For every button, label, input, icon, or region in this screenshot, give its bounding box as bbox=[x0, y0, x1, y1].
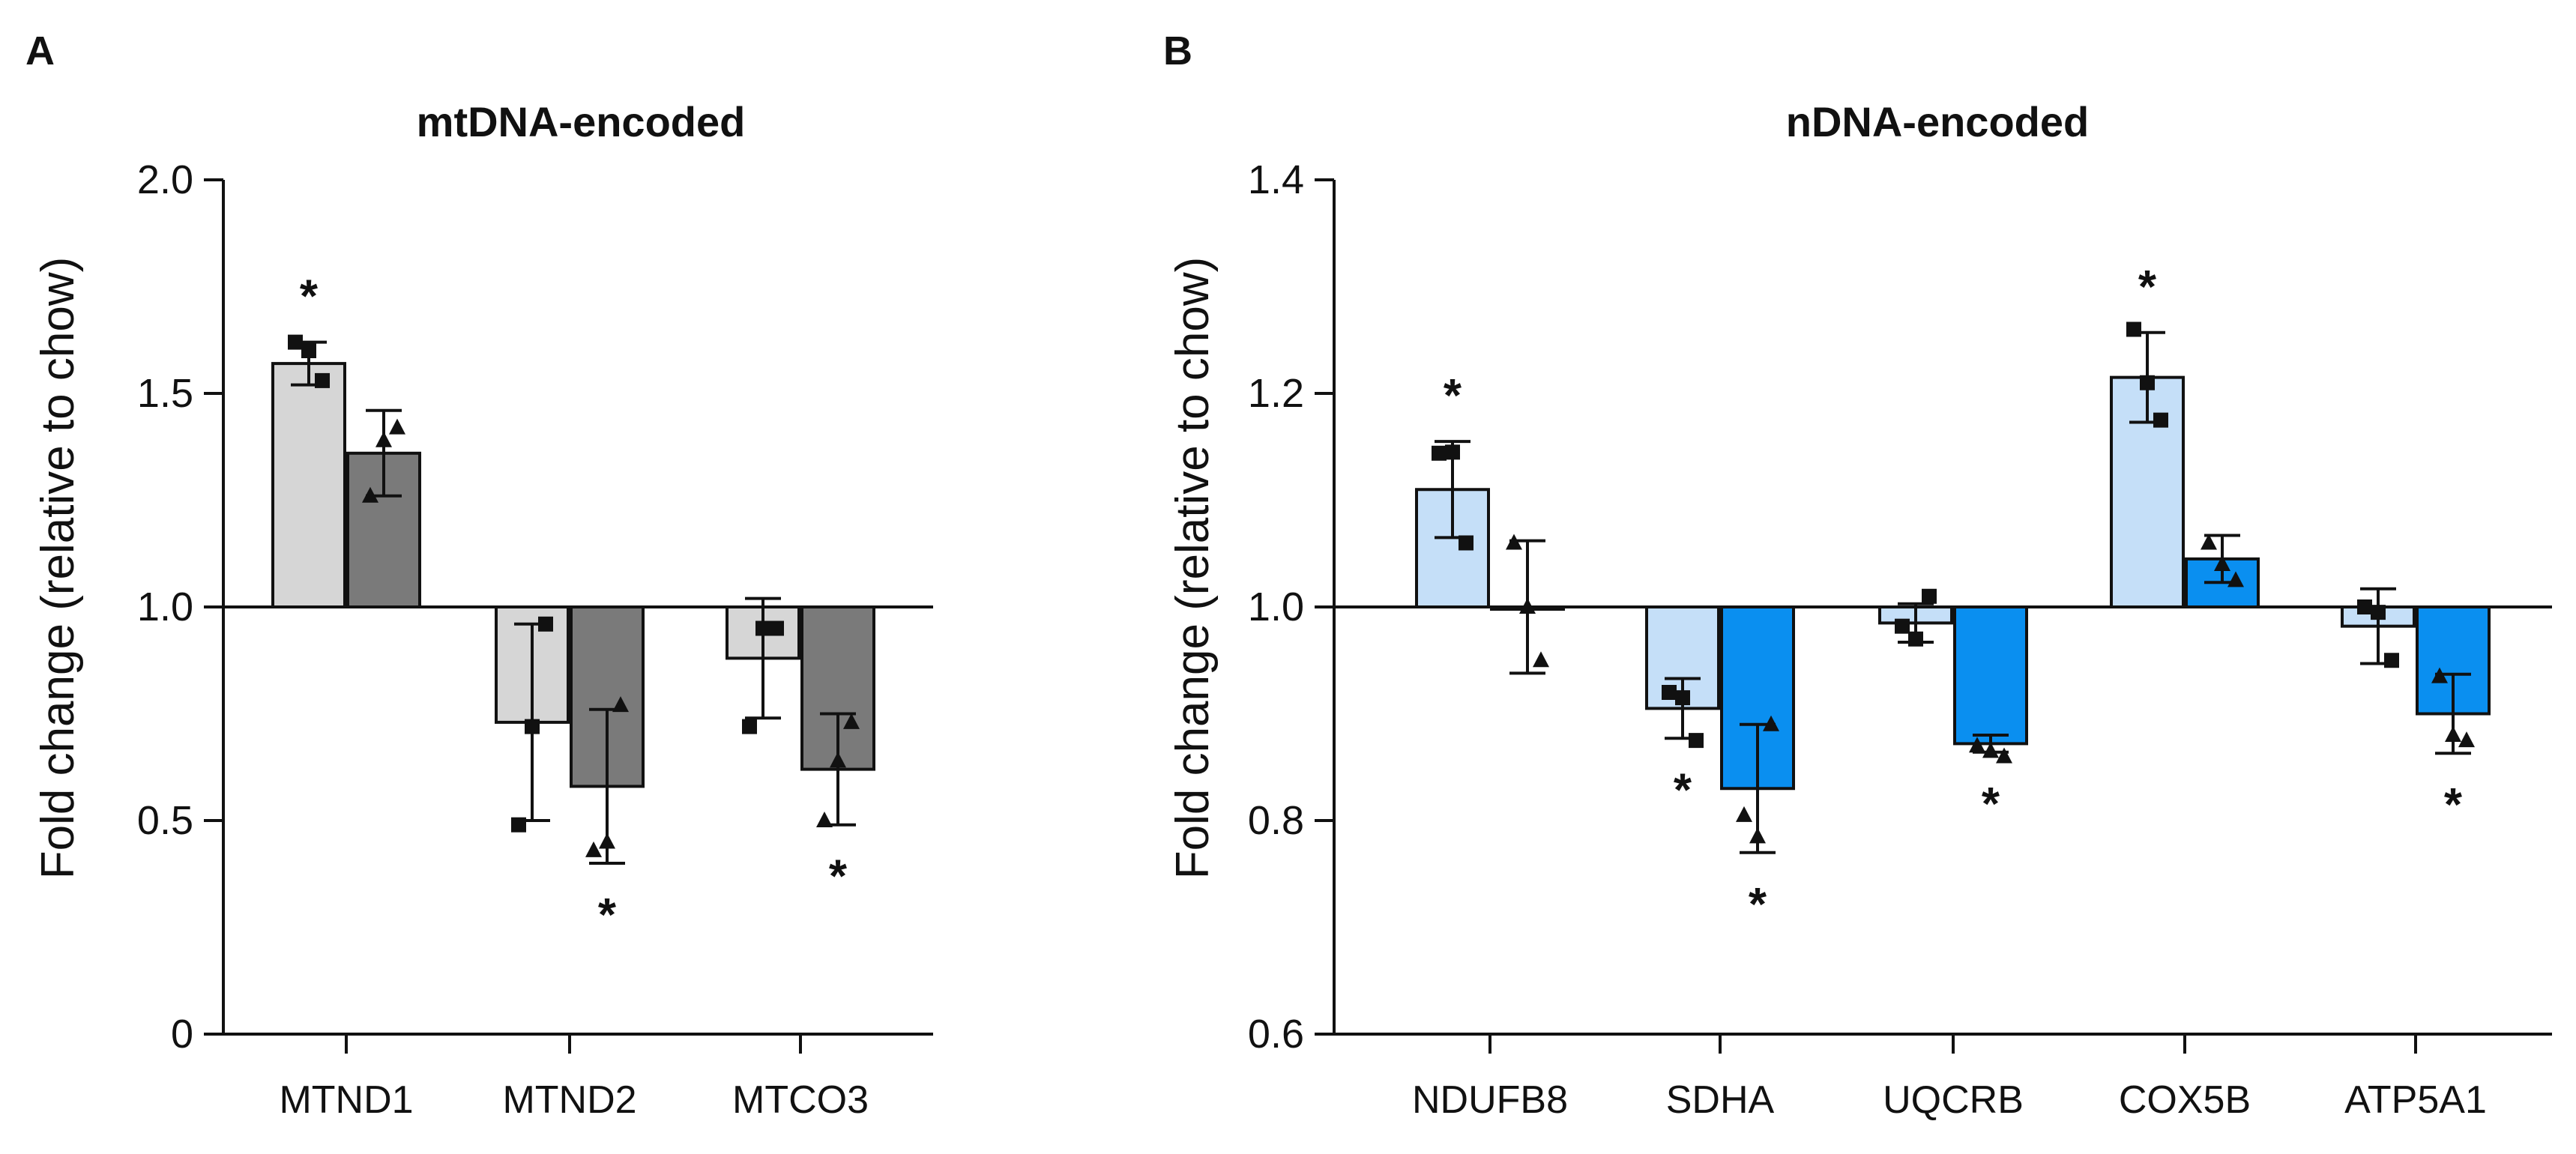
data-point-square bbox=[1432, 445, 1447, 461]
bar-chow-marker-MTND1 bbox=[271, 362, 346, 608]
panel-a-axes bbox=[222, 180, 933, 1036]
data-point-triangle bbox=[362, 486, 378, 503]
data-point-triangle bbox=[612, 696, 629, 713]
data-point-triangle bbox=[1763, 715, 1779, 731]
data-point-square bbox=[1908, 631, 1923, 647]
data-point-triangle bbox=[599, 833, 615, 849]
data-point-triangle bbox=[2227, 571, 2244, 587]
data-point-square bbox=[1662, 685, 1677, 700]
significance-star: * bbox=[2444, 779, 2463, 831]
data-point-triangle bbox=[1969, 737, 1985, 753]
data-point-square bbox=[288, 334, 303, 350]
x-tick-label: MTND2 bbox=[502, 1078, 636, 1122]
data-point-triangle bbox=[2445, 726, 2461, 742]
data-point-triangle bbox=[1533, 651, 1549, 668]
data-point-square bbox=[755, 620, 770, 636]
data-point-triangle bbox=[843, 713, 860, 729]
significance-star: * bbox=[598, 889, 617, 941]
y-tick-label: 1.5 bbox=[137, 371, 193, 416]
panel-a-y-ticks: 0 0.5 1.0 1.5 2.0 bbox=[137, 157, 223, 1057]
data-point-triangle bbox=[375, 431, 392, 447]
panel-a-x-ticks: MTND1 MTND2 MTCO3 bbox=[279, 1034, 869, 1122]
data-point-triangle bbox=[585, 841, 602, 857]
significance-star: * bbox=[1674, 764, 1692, 816]
data-point-square bbox=[2384, 653, 2399, 668]
panel-a-points bbox=[288, 334, 860, 857]
panel-b-error-bars bbox=[1435, 330, 2471, 854]
y-tick-label: 1.2 bbox=[1248, 371, 1304, 416]
data-point-square bbox=[538, 616, 553, 632]
panel-b-letter: B bbox=[1163, 28, 1192, 73]
y-tick-label: 0 bbox=[171, 1012, 193, 1057]
significance-star: * bbox=[300, 271, 319, 323]
data-point-square bbox=[769, 620, 784, 636]
data-point-square bbox=[2126, 321, 2141, 337]
panel-a-letter: A bbox=[25, 28, 55, 73]
panel-b-points bbox=[1432, 321, 2475, 844]
panel-a: A mtDNA-encoded Fold change (relative to… bbox=[25, 28, 933, 1122]
data-point-square bbox=[742, 719, 757, 734]
panel-b-bars bbox=[1415, 375, 2491, 791]
bar-triangle-group-UQCRB bbox=[1953, 605, 2028, 746]
data-point-square bbox=[2371, 605, 2386, 620]
data-point-triangle bbox=[2214, 555, 2230, 571]
data-point-triangle bbox=[2458, 731, 2475, 748]
x-tick-label: UQCRB bbox=[1883, 1078, 2024, 1122]
data-point-square bbox=[1689, 733, 1704, 749]
x-tick-label: MTND1 bbox=[279, 1078, 413, 1122]
x-tick-label: SDHA bbox=[1666, 1078, 1775, 1122]
data-point-square bbox=[2140, 375, 2155, 390]
significance-star: * bbox=[1749, 879, 1767, 931]
data-point-triangle bbox=[830, 752, 846, 768]
y-tick-label: 1.0 bbox=[137, 584, 193, 629]
data-point-square bbox=[511, 817, 526, 833]
panel-b-x-ticks: NDUFB8 SDHA UQCRB COX5B ATP5A1 bbox=[1412, 1034, 2487, 1122]
x-tick-label: NDUFB8 bbox=[1412, 1078, 1568, 1122]
data-point-square bbox=[1675, 690, 1690, 706]
y-tick-label: 0.6 bbox=[1248, 1012, 1304, 1057]
panel-b-y-ticks: 0.6 0.8 1.0 1.2 1.4 bbox=[1248, 157, 1334, 1057]
data-point-square bbox=[2153, 412, 2168, 428]
data-point-triangle bbox=[1996, 747, 2012, 764]
data-point-square bbox=[1922, 588, 1937, 604]
data-point-square bbox=[1445, 444, 1460, 460]
data-point-triangle bbox=[2201, 534, 2217, 550]
panel-a-bars bbox=[271, 362, 875, 788]
data-point-triangle bbox=[1749, 827, 1766, 844]
data-point-square bbox=[315, 372, 330, 388]
panel-b: B nDNA-encoded Fold change (relative to … bbox=[1163, 28, 2552, 1122]
panel-b-title: nDNA-encoded bbox=[1786, 98, 2089, 145]
y-tick-label: 0.5 bbox=[137, 798, 193, 843]
data-point-square bbox=[525, 719, 540, 734]
y-tick-label: 1.4 bbox=[1248, 157, 1304, 202]
panel-a-y-axis-label: Fold change (relative to chow) bbox=[32, 257, 84, 880]
y-tick-label: 0.8 bbox=[1248, 798, 1304, 843]
panel-b-axes bbox=[1333, 180, 2552, 1036]
data-point-triangle bbox=[1982, 742, 1999, 758]
y-tick-label: 1.0 bbox=[1248, 584, 1304, 629]
x-tick-label: MTCO3 bbox=[732, 1078, 869, 1122]
data-point-triangle bbox=[2431, 667, 2448, 683]
data-point-square bbox=[1895, 618, 1910, 634]
y-tick-label: 2.0 bbox=[137, 157, 193, 202]
significance-star: * bbox=[1982, 779, 2000, 830]
panel-a-significance: * * * bbox=[300, 271, 848, 941]
data-point-square bbox=[301, 343, 316, 358]
panel-b-y-axis-label: Fold change (relative to chow) bbox=[1167, 257, 1219, 880]
significance-star: * bbox=[1444, 370, 1462, 422]
data-point-triangle bbox=[816, 812, 833, 827]
data-point-triangle bbox=[1736, 806, 1752, 822]
x-tick-label: COX5B bbox=[2119, 1078, 2251, 1122]
x-tick-label: ATP5A1 bbox=[2344, 1078, 2487, 1122]
data-point-triangle bbox=[389, 418, 405, 435]
panel-a-title: mtDNA-encoded bbox=[417, 98, 746, 145]
significance-star: * bbox=[829, 851, 848, 903]
panel-b-significance: * * * * * * bbox=[1444, 262, 2463, 931]
significance-star: * bbox=[2138, 262, 2157, 313]
data-point-triangle bbox=[1506, 534, 1522, 550]
data-point-square bbox=[1459, 535, 1473, 551]
